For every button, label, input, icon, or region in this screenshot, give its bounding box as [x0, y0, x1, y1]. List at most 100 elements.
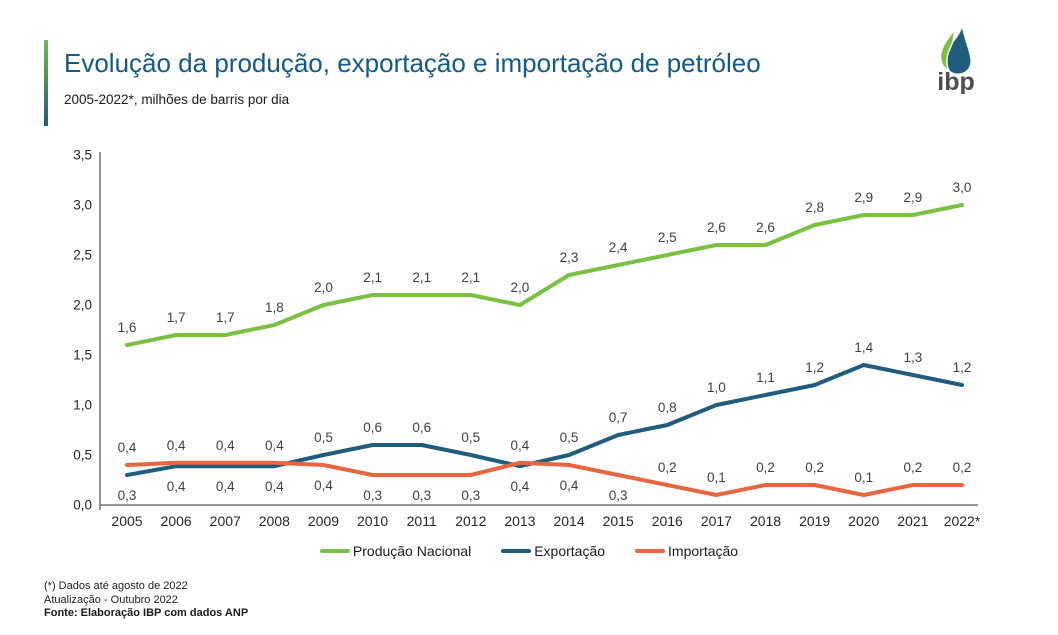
x-tick-label: 2013 [504, 513, 535, 529]
line-producao-nacional [125, 203, 964, 347]
legend-swatch [501, 549, 532, 553]
x-tick-label: 2005 [111, 513, 142, 529]
legend-item: Exportação [501, 543, 605, 559]
data-label-importacao: 0,1 [854, 470, 873, 485]
x-tick-label: 2009 [308, 513, 339, 529]
y-tick-label: 3,5 [73, 148, 92, 163]
x-tick-label: 2020 [848, 513, 879, 529]
x-tick-label: 2021 [897, 513, 928, 529]
data-label-exportacao: 0,4 [167, 479, 186, 494]
data-label-exportacao: 1,2 [805, 360, 824, 375]
x-tick-label: 2007 [210, 513, 241, 529]
data-label-producao: 1,8 [265, 300, 284, 315]
data-label-importacao: 0,3 [461, 488, 480, 503]
y-tick-label: 2,0 [73, 298, 92, 313]
data-label-importacao: 0,3 [363, 488, 382, 503]
data-label-exportacao: 0,4 [265, 479, 284, 494]
data-label-importacao: 0,4 [118, 440, 137, 455]
data-label-producao: 2,6 [756, 220, 775, 235]
data-label-producao: 2,9 [854, 190, 873, 205]
data-label-importacao: 0,3 [609, 488, 628, 503]
legend-label: Produção Nacional [352, 543, 472, 559]
data-label-producao: 3,0 [953, 180, 972, 195]
footnote-data-cutoff: (*) Dados até agosto de 2022 [44, 580, 188, 592]
data-label-producao: 2,0 [511, 280, 530, 295]
accent-bar [44, 40, 48, 126]
data-label-importacao: 0,4 [314, 478, 333, 493]
data-label-exportacao: 0,5 [461, 430, 480, 445]
data-label-importacao: 0,4 [265, 438, 284, 453]
footnote-update: Atualização - Outubro 2022 [44, 593, 178, 606]
data-label-importacao: 0,1 [707, 470, 726, 485]
legend-item: Produção Nacional [319, 543, 472, 559]
data-label-producao: 2,4 [609, 240, 628, 255]
data-label-importacao: 0,2 [903, 460, 922, 475]
y-tick-label: 0,5 [73, 448, 92, 463]
data-label-exportacao: 0,6 [412, 420, 431, 435]
data-label-importacao: 0,2 [658, 460, 677, 475]
data-label-importacao: 0,2 [805, 460, 824, 475]
data-label-exportacao: 1,3 [903, 350, 922, 365]
x-tick-label: 2008 [259, 513, 290, 529]
data-label-exportacao: 0,5 [314, 430, 333, 445]
data-label-exportacao: 0,6 [363, 420, 382, 435]
data-label-importacao: 0,4 [167, 438, 186, 453]
data-label-producao: 2,1 [412, 270, 431, 285]
data-label-producao: 1,6 [118, 320, 137, 335]
page-subtitle: 2005-2022*, milhões de barris por dia [64, 92, 290, 107]
data-label-importacao: 0,4 [511, 438, 530, 453]
data-label-producao: 2,9 [903, 190, 922, 205]
x-tick-label: 2011 [407, 513, 437, 529]
data-label-producao: 2,6 [707, 220, 726, 235]
chart-legend: Produção Nacional Exportação Importação [0, 543, 1058, 559]
data-label-exportacao: 0,4 [216, 479, 235, 494]
data-label-producao: 2,3 [560, 250, 579, 265]
data-label-producao: 1,7 [216, 310, 235, 325]
data-label-exportacao: 0,3 [118, 488, 137, 503]
data-label-importacao: 0,4 [216, 438, 235, 453]
logo-leaf-icon [939, 28, 956, 72]
x-tick-label: 2012 [455, 513, 486, 529]
data-label-exportacao: 0,5 [560, 430, 579, 445]
data-label-producao: 2,1 [461, 270, 480, 285]
page-title: Evolução da produção, exportação e impor… [64, 48, 761, 78]
footnote-source: Fonte: Elaboração IBP com dados ANP [44, 607, 249, 619]
x-tick-label: 2017 [701, 513, 732, 529]
x-tick-label: 2019 [799, 513, 830, 529]
data-label-importacao: 0,2 [953, 460, 972, 475]
data-label-exportacao: 0,4 [511, 479, 530, 494]
x-tick-label: 2022* [944, 513, 981, 529]
y-tick-label: 2,5 [73, 248, 92, 263]
data-label-importacao: 0,4 [560, 478, 579, 493]
data-label-exportacao: 0,8 [658, 400, 677, 415]
data-label-producao: 2,1 [363, 270, 382, 285]
x-tick-label: 2018 [750, 513, 781, 529]
footnotes: (*) Dados até agosto de 2022 Atualização… [44, 580, 248, 621]
data-label-producao: 1,7 [167, 310, 186, 325]
logo-text: ibp [937, 68, 975, 94]
data-label-exportacao: 1,1 [756, 370, 775, 385]
legend-label: Exportação [534, 543, 606, 559]
y-tick-label: 3,0 [73, 198, 92, 213]
data-label-producao: 2,5 [658, 230, 677, 245]
legend-swatch [319, 549, 350, 553]
data-label-exportacao: 1,0 [707, 380, 726, 395]
logo-drop-icon [945, 28, 971, 74]
y-tick-label: 1,5 [73, 348, 92, 363]
x-tick-label: 2015 [603, 513, 634, 529]
legend-label: Importação [668, 543, 739, 559]
data-label-producao: 2,0 [314, 280, 333, 295]
data-label-importacao: 0,2 [756, 460, 775, 475]
chart-axes [99, 152, 978, 510]
y-tick-label: 1,0 [73, 398, 92, 413]
legend-item: Importação [635, 543, 738, 559]
x-tick-label: 2010 [357, 513, 388, 529]
x-tick-label: 2016 [652, 513, 683, 529]
ibp-logo: ibp [937, 28, 975, 94]
data-label-importacao: 0,3 [412, 488, 431, 503]
y-tick-label: 0,0 [73, 498, 92, 513]
data-label-exportacao: 1,4 [854, 340, 873, 355]
data-label-exportacao: 0,7 [609, 410, 628, 425]
